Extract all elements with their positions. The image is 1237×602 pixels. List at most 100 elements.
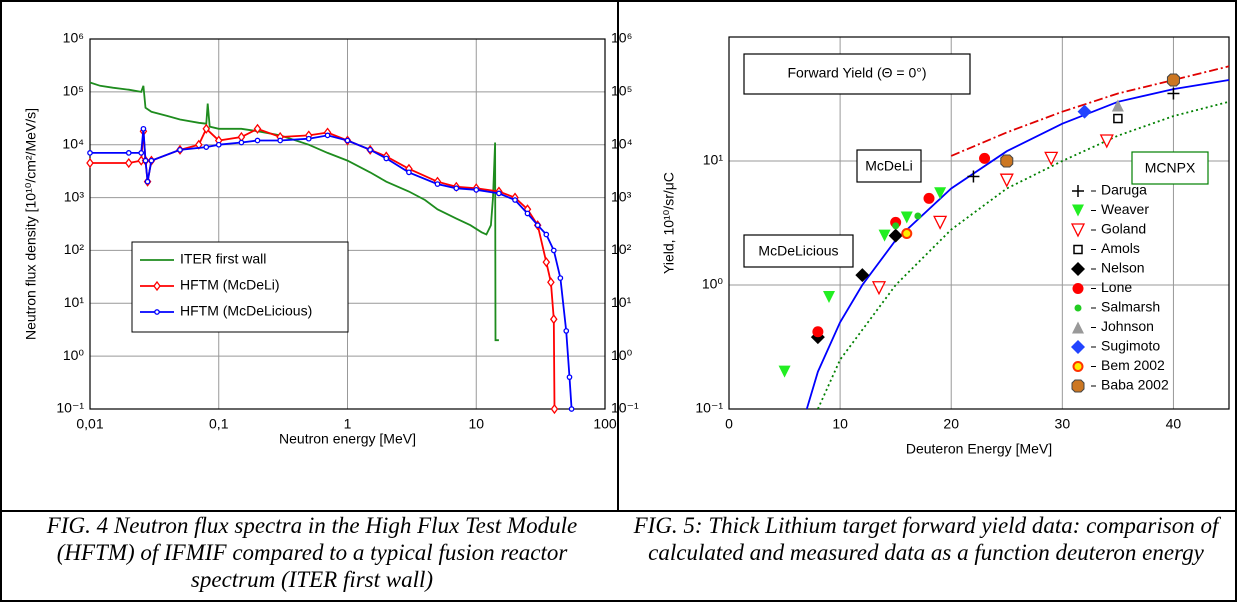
y-tick-label: 10⁻¹: [611, 400, 639, 416]
x-tick-label: 1: [344, 416, 352, 432]
marker: [125, 150, 132, 156]
marker: [1099, 134, 1114, 149]
legend-label: Weaver: [1101, 201, 1149, 217]
curve-label-box: [743, 234, 854, 268]
marker: [534, 222, 541, 229]
curve-label-box: [1131, 151, 1209, 185]
marker: [888, 228, 903, 243]
marker: [453, 185, 460, 192]
marker: [967, 170, 980, 183]
marker: [999, 173, 1014, 188]
y-tick-label: 10²: [611, 241, 632, 257]
marker: [177, 146, 183, 153]
marker: [1072, 361, 1084, 372]
y-tick-label: 10⁵: [611, 83, 632, 99]
marker: [923, 192, 935, 204]
marker: [778, 365, 791, 378]
marker: [1072, 185, 1084, 197]
series-line: [805, 79, 1230, 410]
legend-label: Daruga: [1101, 182, 1147, 198]
marker: [1072, 204, 1084, 217]
marker: [542, 257, 551, 268]
marker: [1070, 223, 1086, 238]
marker: [154, 309, 160, 315]
marker: [855, 268, 870, 283]
y-tick-label: 10²: [64, 241, 85, 257]
y-tick-label: 10³: [64, 188, 85, 204]
legend-label: ITER first wall: [180, 251, 266, 267]
legend-label: HFTM (McDeLicious): [180, 303, 312, 319]
marker: [914, 212, 922, 220]
x-tick-label: 30: [1055, 416, 1071, 432]
marker: [1074, 304, 1082, 312]
marker: [253, 123, 262, 134]
marker: [142, 157, 149, 164]
marker: [87, 150, 93, 156]
legend-label: Baba 2002: [1101, 377, 1169, 393]
x-tick-label: 10: [832, 416, 848, 432]
annotation: Forward Yield (Θ = 0°): [787, 65, 926, 81]
x-tick-label: 0: [725, 416, 733, 432]
marker: [901, 228, 913, 240]
marker: [1077, 104, 1092, 119]
x-tick-label: 40: [1166, 416, 1182, 432]
marker: [933, 215, 948, 230]
marker: [550, 247, 557, 254]
caption: FIG. 4 Neutron flux spectra in the High …: [46, 513, 578, 592]
curve-label: McDeLicious: [758, 243, 838, 259]
y-tick-label: 10³: [611, 188, 632, 204]
marker: [324, 132, 331, 139]
marker: [1071, 262, 1085, 276]
y-tick-label: 10⁰: [63, 347, 85, 363]
x-tick-label: 0,01: [76, 416, 103, 432]
marker: [871, 281, 887, 296]
marker: [543, 231, 550, 238]
series-line: [950, 65, 1230, 157]
marker: [812, 326, 824, 338]
y-tick-label: 10⁶: [611, 30, 632, 46]
y-tick-label: 10⁻¹: [56, 400, 84, 416]
marker: [1072, 321, 1084, 334]
curve-label: McDeLi: [865, 158, 912, 174]
marker: [1167, 87, 1180, 100]
x-tick-label: 10: [468, 416, 484, 432]
marker: [124, 157, 133, 169]
legend-label: Bem 2002: [1101, 357, 1165, 373]
marker: [148, 157, 155, 164]
marker: [549, 314, 558, 325]
legend-label: HFTM (McDeLi): [180, 277, 280, 293]
legend-label: Salmarsh: [1101, 299, 1160, 315]
marker: [344, 137, 351, 144]
marker: [140, 125, 147, 132]
marker: [367, 146, 374, 153]
marker: [566, 374, 573, 381]
y-axis-label: Neutron flux density [10¹⁰/cm²/MeV/s]: [23, 108, 39, 340]
marker: [1073, 244, 1083, 255]
marker: [1071, 379, 1085, 393]
plot-frame: [728, 36, 1230, 410]
marker: [238, 139, 245, 146]
legend-label: Lone: [1101, 279, 1132, 295]
caption: FIG. 5: Thick Lithium target forward yie…: [633, 513, 1219, 565]
y-tick-label: 10⁻¹: [695, 400, 723, 416]
curve-label-box: [856, 149, 922, 183]
y-tick-label: 10⁵: [63, 83, 84, 99]
x-tick-label: 0,1: [209, 416, 229, 432]
marker: [568, 406, 575, 412]
marker: [144, 178, 151, 185]
legend-label: Amols: [1101, 240, 1140, 256]
marker: [892, 222, 900, 230]
marker: [153, 280, 161, 292]
legend-label: Johnson: [1101, 318, 1154, 334]
marker: [202, 123, 211, 134]
marker: [203, 144, 210, 150]
y-tick-label: 10¹: [611, 294, 632, 310]
marker: [215, 141, 222, 148]
marker: [138, 150, 145, 156]
marker: [406, 169, 412, 176]
legend-label: Nelson: [1101, 260, 1145, 276]
marker: [1111, 99, 1124, 112]
marker: [254, 137, 261, 144]
marker: [277, 137, 284, 144]
